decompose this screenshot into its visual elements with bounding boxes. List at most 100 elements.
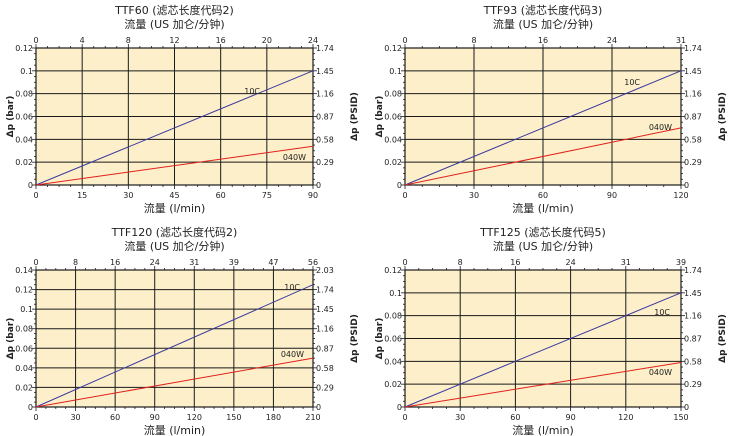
y-tick-label: 0.1 bbox=[20, 67, 33, 76]
x-tick-label: 90 bbox=[566, 413, 576, 422]
x2-tick-label: 39 bbox=[676, 258, 686, 267]
series-line-10C bbox=[404, 292, 682, 408]
x2-tick-label: 8 bbox=[126, 36, 131, 45]
y-tick-label: 0.12 bbox=[384, 44, 402, 53]
x-tick-label: 120 bbox=[673, 191, 688, 200]
y2-tick-label: 1.16 bbox=[316, 325, 334, 334]
y2-tick-label: 0.58 bbox=[316, 364, 334, 373]
y-tick-label: 0.12 bbox=[15, 44, 33, 53]
y-tick-label: 0.1 bbox=[20, 305, 33, 314]
y2-tick-label: 2.03 bbox=[316, 266, 334, 275]
chart-title: TTF60 (滤芯长度代码2) bbox=[114, 3, 234, 17]
y-tick-label: 0.12 bbox=[15, 286, 33, 295]
x-tick-label: 30 bbox=[455, 413, 465, 422]
y2-tick-label: 1.45 bbox=[684, 289, 702, 298]
top-axis-label: 流量 (US 加仑/分钟) bbox=[493, 239, 593, 253]
series-line-040W bbox=[404, 362, 682, 408]
y2-axis-label: Δp (PSID) bbox=[350, 92, 360, 141]
chart-panel-1: TTF60 (滤芯长度代码2)流量 (US 加仑/分钟) 0 15 30 45 60 75 9… bbox=[6, 3, 360, 215]
x-tick-label: 45 bbox=[169, 191, 179, 200]
y-axis-label: Δp (bar) bbox=[375, 96, 385, 138]
series-line-10C bbox=[35, 70, 314, 186]
series-label-10C: 10C bbox=[654, 308, 670, 317]
y2-tick-label: 0.58 bbox=[684, 135, 702, 144]
x-tick-label: 30 bbox=[469, 191, 479, 200]
plot-area bbox=[36, 270, 313, 407]
y2-tick-label: 1.74 bbox=[316, 286, 334, 295]
top-axis-label: 流量 (US 加仑/分钟) bbox=[124, 239, 224, 253]
x2-tick-label: 0 bbox=[402, 36, 407, 45]
x2-tick-label: 24 bbox=[150, 258, 160, 267]
x2-tick-label: 31 bbox=[621, 258, 631, 267]
y-tick-label: 0.06 bbox=[384, 335, 402, 344]
x2-tick-label: 24 bbox=[308, 36, 318, 45]
y2-tick-label: 0.29 bbox=[316, 158, 334, 167]
x2-tick-label: 24 bbox=[566, 258, 576, 267]
x2-tick-label: 16 bbox=[538, 36, 548, 45]
x2-tick-label: 8 bbox=[458, 258, 463, 267]
x-tick-label: 90 bbox=[150, 413, 160, 422]
y2-tick-label: 1.74 bbox=[684, 44, 702, 53]
y2-tick-label: 1.16 bbox=[316, 90, 334, 99]
y2-tick-label: 0 bbox=[316, 403, 321, 412]
x2-tick-label: 0 bbox=[33, 258, 38, 267]
y2-tick-label: 0.87 bbox=[316, 113, 334, 122]
y-tick-label: 0.06 bbox=[15, 344, 33, 353]
y-tick-label: 0.02 bbox=[15, 158, 33, 167]
y2-tick-label: 1.45 bbox=[684, 67, 702, 76]
x2-tick-label: 16 bbox=[216, 36, 226, 45]
chart-panel-3: TTF120 (滤芯长度代码2)流量 (US 加仑/分钟) 0 30 60 90 120 1… bbox=[6, 225, 360, 436]
y2-tick-label: 1.45 bbox=[316, 67, 334, 76]
series-label-10C: 10C bbox=[244, 87, 260, 96]
y-tick-label: 0.02 bbox=[384, 158, 402, 167]
chart-panel-4: TTF125 (滤芯长度代码5)流量 (US 加仑/分钟) 0 30 60 90 120 1… bbox=[375, 225, 728, 436]
y-tick-label: 0.06 bbox=[15, 113, 33, 122]
x2-tick-label: 47 bbox=[268, 258, 278, 267]
y-tick-label: 0.14 bbox=[15, 266, 33, 275]
x-axis-label: 流量 (l/min) bbox=[144, 423, 206, 436]
x-tick-label: 0 bbox=[402, 413, 407, 422]
y-axis-label: Δp (bar) bbox=[6, 318, 16, 360]
x2-tick-label: 16 bbox=[510, 258, 520, 267]
y-tick-label: 0.08 bbox=[15, 325, 33, 334]
series-line-040W bbox=[404, 127, 682, 186]
y2-tick-label: 0.58 bbox=[316, 135, 334, 144]
x-tick-label: 60 bbox=[510, 413, 520, 422]
y-tick-label: 0.1 bbox=[389, 289, 402, 298]
y-tick-label: 0.02 bbox=[384, 380, 402, 389]
series-label-040W: 040W bbox=[649, 123, 672, 132]
x-tick-label: 150 bbox=[226, 413, 241, 422]
series-line-10C bbox=[35, 284, 314, 408]
y-tick-label: 0.06 bbox=[384, 113, 402, 122]
x-tick-label: 30 bbox=[123, 191, 133, 200]
top-axis-label: 流量 (US 加仑/分钟) bbox=[493, 17, 593, 31]
x-tick-label: 120 bbox=[187, 413, 202, 422]
x2-tick-label: 16 bbox=[110, 258, 120, 267]
chart-title: TTF125 (滤芯长度代码5) bbox=[479, 225, 606, 239]
series-line-10C bbox=[404, 70, 682, 186]
x-tick-label: 150 bbox=[673, 413, 688, 422]
x-tick-label: 120 bbox=[618, 413, 633, 422]
y-tick-label: 0 bbox=[28, 403, 33, 412]
series-label-10C: 10C bbox=[284, 283, 300, 292]
y2-tick-label: 1.16 bbox=[684, 312, 702, 321]
y2-tick-label: 0 bbox=[316, 181, 321, 190]
x-tick-label: 60 bbox=[538, 191, 548, 200]
x-tick-label: 60 bbox=[216, 191, 226, 200]
x-tick-label: 0 bbox=[33, 191, 38, 200]
x2-tick-label: 4 bbox=[80, 36, 85, 45]
y-tick-label: 0.02 bbox=[15, 383, 33, 392]
y2-tick-label: 0 bbox=[684, 403, 689, 412]
y2-tick-label: 0.58 bbox=[684, 357, 702, 366]
x2-tick-label: 24 bbox=[607, 36, 617, 45]
y-tick-label: 0.04 bbox=[384, 357, 402, 366]
x-tick-label: 90 bbox=[607, 191, 617, 200]
series-label-040W: 040W bbox=[283, 153, 306, 162]
y-tick-label: 0.12 bbox=[384, 266, 402, 275]
x2-tick-label: 56 bbox=[308, 258, 318, 267]
x-tick-label: 15 bbox=[77, 191, 87, 200]
series-line-040W bbox=[35, 357, 314, 408]
x2-tick-label: 0 bbox=[402, 258, 407, 267]
top-axis-label: 流量 (US 加仑/分钟) bbox=[124, 17, 224, 31]
